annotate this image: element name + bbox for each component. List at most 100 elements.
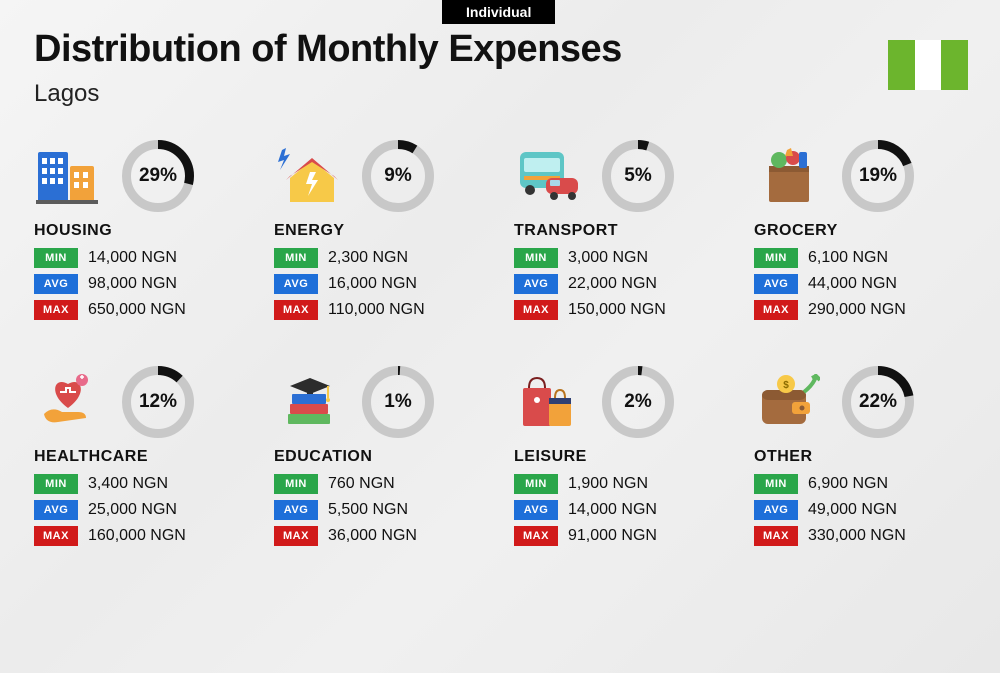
- min-value: 2,300 NGN: [328, 249, 408, 267]
- avg-value: 44,000 NGN: [808, 275, 897, 293]
- category-name: OTHER: [754, 448, 974, 466]
- stat-max: MAX 150,000 NGN: [514, 300, 734, 320]
- stat-avg: AVG 5,500 NGN: [274, 500, 494, 520]
- max-badge: MAX: [514, 300, 558, 320]
- category-name: LEISURE: [514, 448, 734, 466]
- stat-max: MAX 36,000 NGN: [274, 526, 494, 546]
- min-badge: MIN: [34, 248, 78, 268]
- percent-donut: 22%: [842, 366, 914, 438]
- shopping-bags-icon: [514, 372, 584, 432]
- category-card-transport: 5% TRANSPORT MIN 3,000 NGN AVG 22,000 NG…: [514, 140, 734, 326]
- stat-avg: AVG 14,000 NGN: [514, 500, 734, 520]
- percent-label: 5%: [624, 165, 651, 187]
- max-value: 290,000 NGN: [808, 301, 906, 319]
- stat-max: MAX 160,000 NGN: [34, 526, 254, 546]
- avg-value: 22,000 NGN: [568, 275, 657, 293]
- flag-stripe-white: [915, 40, 942, 90]
- avg-value: 49,000 NGN: [808, 501, 897, 519]
- stat-max: MAX 290,000 NGN: [754, 300, 974, 320]
- min-value: 6,100 NGN: [808, 249, 888, 267]
- category-card-leisure: 2% LEISURE MIN 1,900 NGN AVG 14,000 NGN …: [514, 366, 734, 552]
- category-card-housing: 29% HOUSING MIN 14,000 NGN AVG 98,000 NG…: [34, 140, 254, 326]
- percent-donut: 9%: [362, 140, 434, 212]
- stat-min: MIN 2,300 NGN: [274, 248, 494, 268]
- max-value: 650,000 NGN: [88, 301, 186, 319]
- stat-avg: AVG 98,000 NGN: [34, 274, 254, 294]
- stat-min: MIN 1,900 NGN: [514, 474, 734, 494]
- stat-avg: AVG 16,000 NGN: [274, 274, 494, 294]
- avg-value: 25,000 NGN: [88, 501, 177, 519]
- min-value: 1,900 NGN: [568, 475, 648, 493]
- max-value: 110,000 NGN: [328, 301, 425, 319]
- min-badge: MIN: [274, 248, 318, 268]
- grocery-bag-icon: [754, 146, 824, 206]
- category-name: EDUCATION: [274, 448, 494, 466]
- max-badge: MAX: [274, 526, 318, 546]
- stat-min: MIN 760 NGN: [274, 474, 494, 494]
- max-badge: MAX: [34, 300, 78, 320]
- percent-donut: 1%: [362, 366, 434, 438]
- stat-min: MIN 3,000 NGN: [514, 248, 734, 268]
- flag-stripe-green: [888, 40, 915, 90]
- percent-label: 22%: [859, 391, 897, 413]
- max-badge: MAX: [514, 526, 558, 546]
- category-card-energy: 9% ENERGY MIN 2,300 NGN AVG 16,000 NGN M…: [274, 140, 494, 326]
- min-value: 6,900 NGN: [808, 475, 888, 493]
- min-value: 3,000 NGN: [568, 249, 648, 267]
- stat-max: MAX 650,000 NGN: [34, 300, 254, 320]
- percent-donut: 5%: [602, 140, 674, 212]
- max-value: 160,000 NGN: [88, 527, 186, 545]
- category-name: GROCERY: [754, 222, 974, 240]
- percent-label: 2%: [624, 391, 651, 413]
- category-name: HEALTHCARE: [34, 448, 254, 466]
- nigeria-flag: [888, 40, 968, 90]
- stat-avg: AVG 25,000 NGN: [34, 500, 254, 520]
- stat-min: MIN 6,900 NGN: [754, 474, 974, 494]
- page-subtitle: Lagos: [34, 80, 99, 108]
- avg-badge: AVG: [514, 274, 558, 294]
- avg-badge: AVG: [754, 274, 798, 294]
- flag-stripe-green: [941, 40, 968, 90]
- percent-label: 1%: [384, 391, 411, 413]
- avg-badge: AVG: [514, 500, 558, 520]
- category-name: ENERGY: [274, 222, 494, 240]
- category-card-healthcare: 12% HEALTHCARE MIN 3,400 NGN AVG 25,000 …: [34, 366, 254, 552]
- min-value: 760 NGN: [328, 475, 395, 493]
- max-value: 150,000 NGN: [568, 301, 666, 319]
- category-card-other: $ 22% OTHER MIN 6,900 NGN AVG 49,000 NGN…: [754, 366, 974, 552]
- max-badge: MAX: [754, 526, 798, 546]
- stat-max: MAX 91,000 NGN: [514, 526, 734, 546]
- avg-value: 14,000 NGN: [568, 501, 657, 519]
- top-tab: Individual: [442, 0, 555, 24]
- stat-avg: AVG 44,000 NGN: [754, 274, 974, 294]
- stat-min: MIN 3,400 NGN: [34, 474, 254, 494]
- max-value: 36,000 NGN: [328, 527, 417, 545]
- page-title: Distribution of Monthly Expenses: [34, 28, 622, 71]
- percent-label: 19%: [859, 165, 897, 187]
- heart-hand-icon: [34, 372, 104, 432]
- category-name: TRANSPORT: [514, 222, 734, 240]
- avg-value: 98,000 NGN: [88, 275, 177, 293]
- grad-books-icon: [274, 372, 344, 432]
- percent-donut: 2%: [602, 366, 674, 438]
- min-value: 3,400 NGN: [88, 475, 168, 493]
- max-value: 330,000 NGN: [808, 527, 906, 545]
- buildings-icon: [34, 146, 104, 206]
- bus-car-icon: [514, 146, 584, 206]
- min-badge: MIN: [274, 474, 318, 494]
- percent-donut: 12%: [122, 366, 194, 438]
- max-badge: MAX: [274, 300, 318, 320]
- avg-badge: AVG: [274, 274, 318, 294]
- stat-min: MIN 6,100 NGN: [754, 248, 974, 268]
- category-card-grocery: 19% GROCERY MIN 6,100 NGN AVG 44,000 NGN…: [754, 140, 974, 326]
- percent-label: 29%: [139, 165, 177, 187]
- house-bolt-icon: [274, 146, 344, 206]
- stat-max: MAX 110,000 NGN: [274, 300, 494, 320]
- svg-text:$: $: [783, 380, 789, 391]
- min-badge: MIN: [514, 248, 558, 268]
- max-badge: MAX: [34, 526, 78, 546]
- min-badge: MIN: [34, 474, 78, 494]
- avg-badge: AVG: [34, 274, 78, 294]
- min-badge: MIN: [754, 248, 798, 268]
- category-card-education: 1% EDUCATION MIN 760 NGN AVG 5,500 NGN M…: [274, 366, 494, 552]
